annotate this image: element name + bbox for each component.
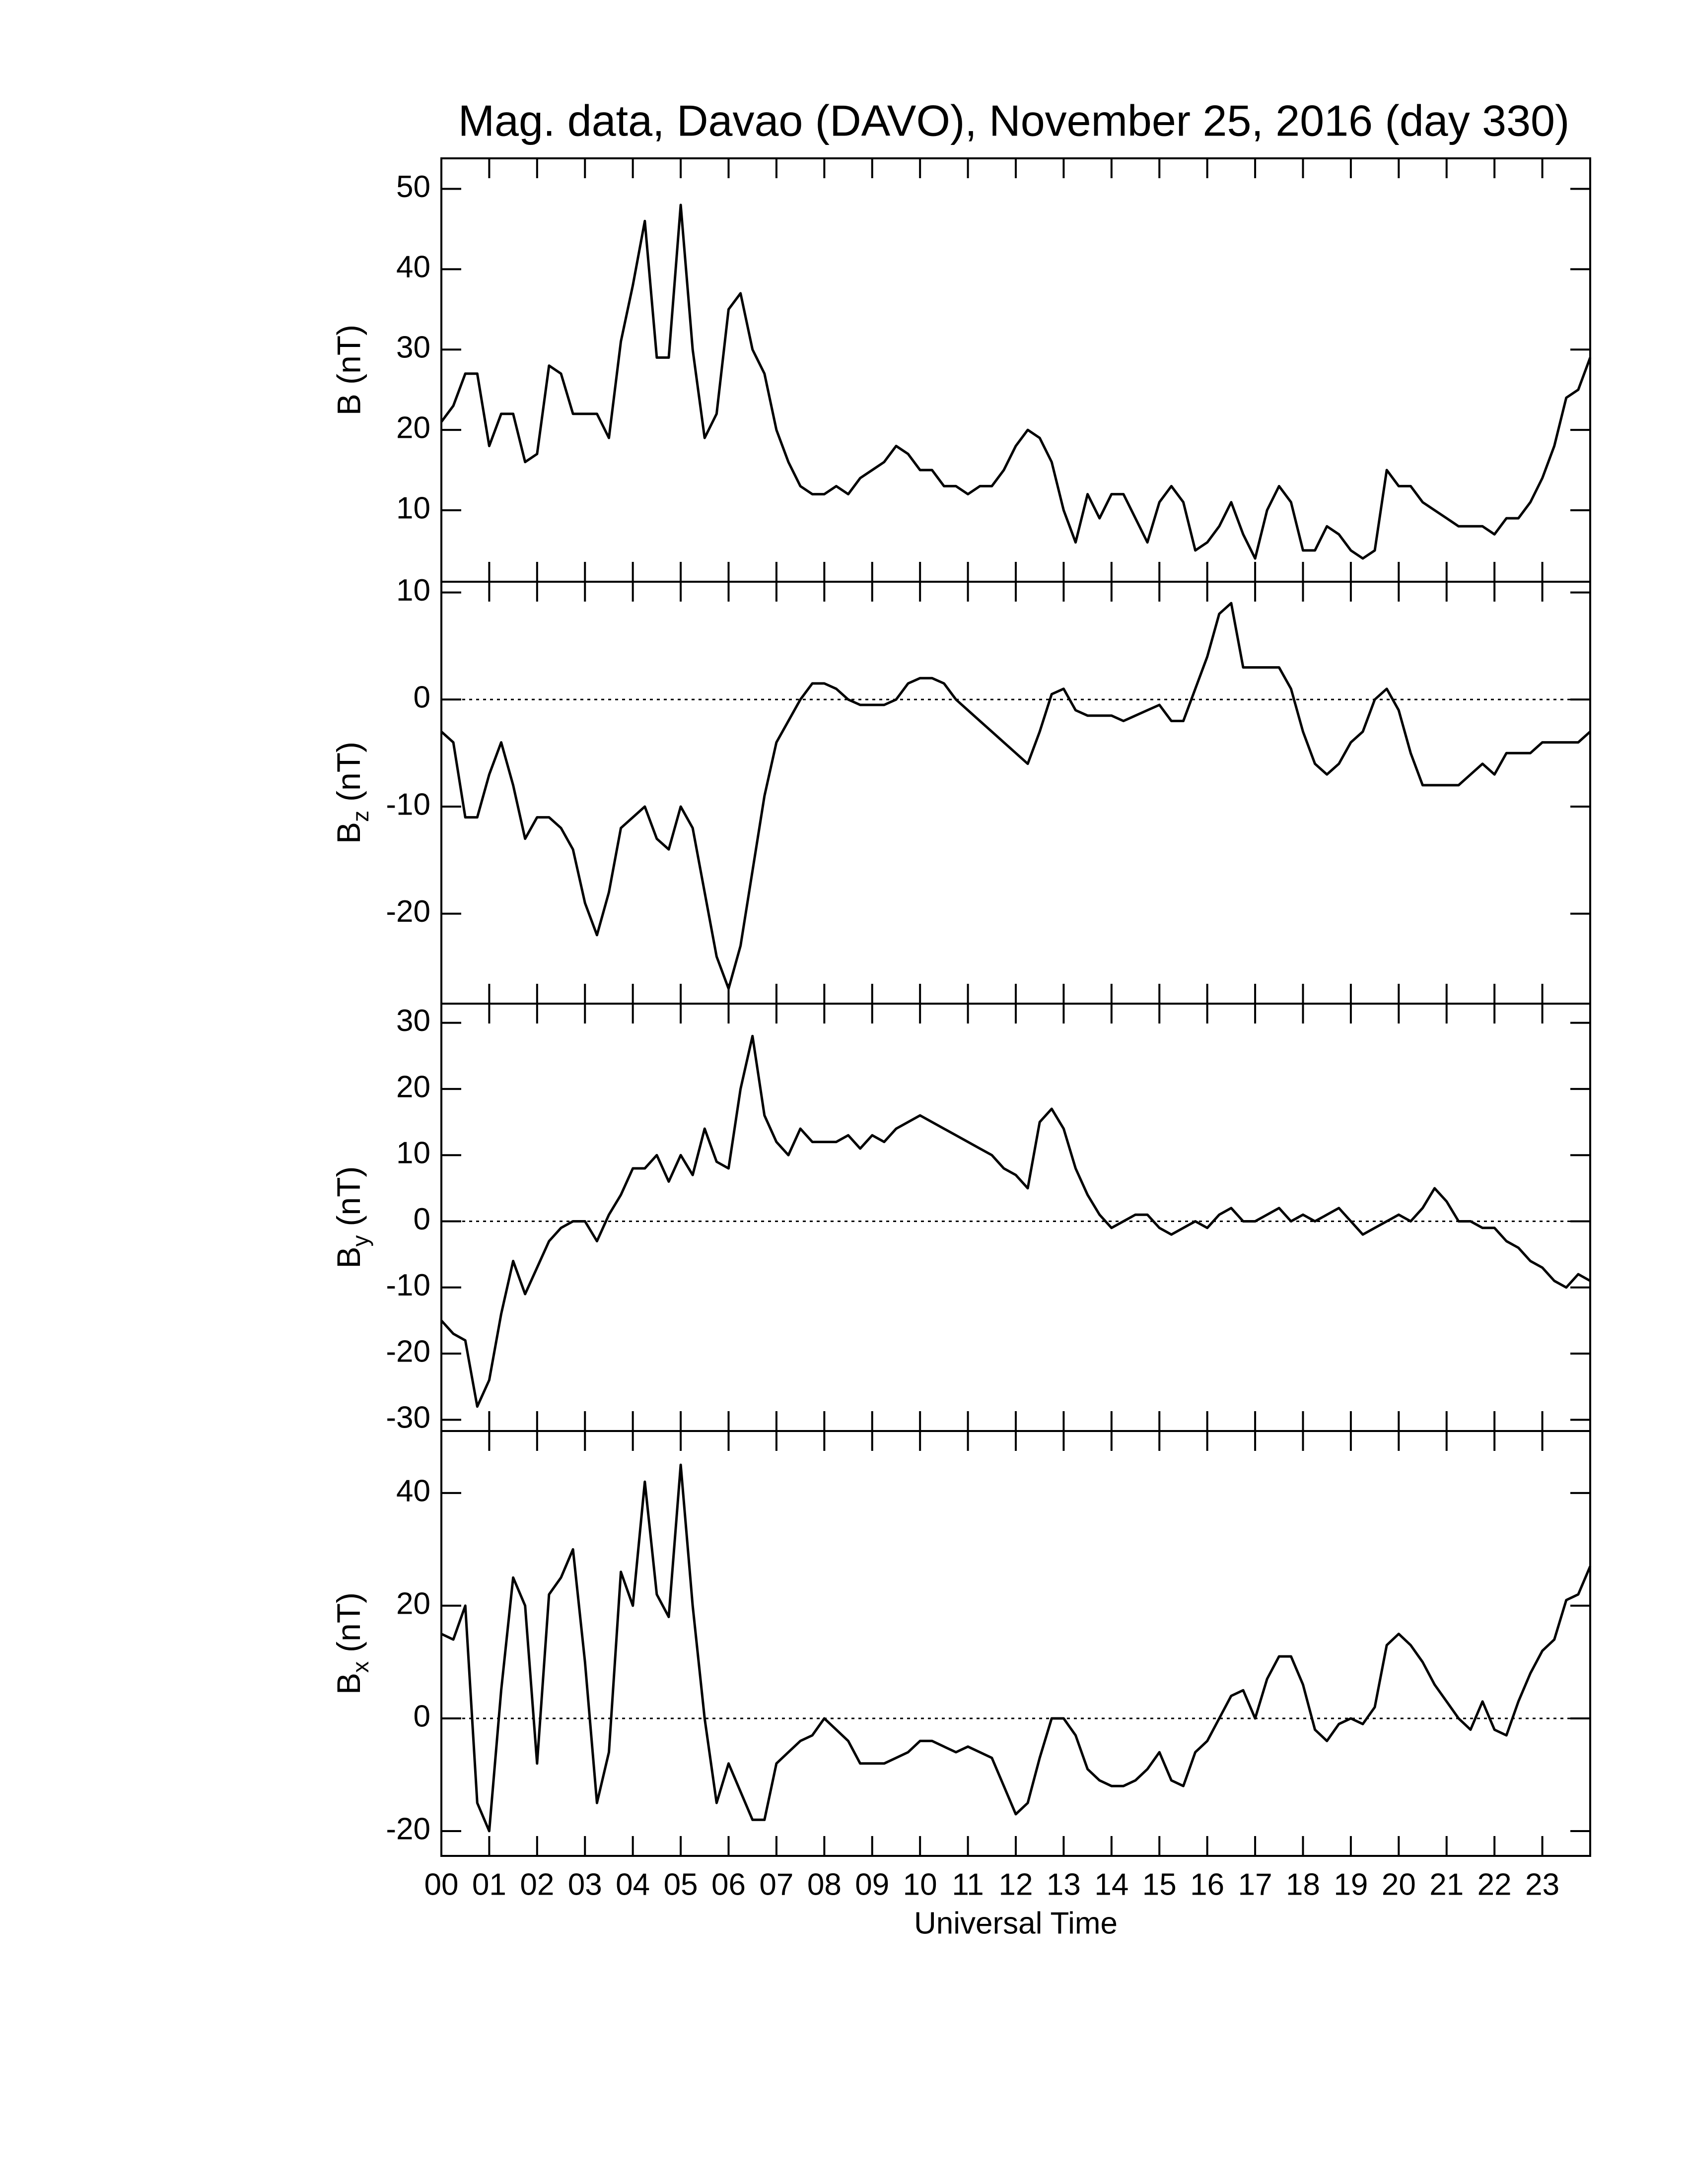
x-tick-label: 02 bbox=[520, 1867, 554, 1902]
y-tick-label: 30 bbox=[396, 1004, 430, 1038]
x-tick-label: 05 bbox=[664, 1867, 698, 1902]
y-tick-label: 20 bbox=[396, 410, 430, 445]
y-label-symbol: B bbox=[330, 822, 367, 844]
y-label-subscript: y bbox=[348, 1235, 373, 1246]
x-tick-label: 15 bbox=[1142, 1867, 1177, 1902]
panel-frame bbox=[440, 1003, 1591, 1432]
chart-title: Mag. data, Davao (DAVO), November 25, 20… bbox=[458, 96, 1570, 145]
y-tick-label: 10 bbox=[396, 491, 430, 525]
x-tick-label: 04 bbox=[616, 1867, 650, 1902]
y-label-unit: (nT) bbox=[330, 1166, 367, 1226]
panel-frame bbox=[440, 581, 1591, 1005]
y-tick-label: 30 bbox=[396, 331, 430, 365]
x-tick-label: 18 bbox=[1286, 1867, 1320, 1902]
x-tick-label: 03 bbox=[568, 1867, 602, 1902]
y-tick-label: 0 bbox=[414, 681, 430, 715]
x-tick-label: 21 bbox=[1429, 1867, 1464, 1902]
y-tick-label: -10 bbox=[386, 1268, 430, 1302]
x-tick-label: 19 bbox=[1334, 1867, 1368, 1902]
data-line bbox=[440, 204, 1592, 560]
y-tick-label: -30 bbox=[386, 1401, 430, 1435]
panel-frame bbox=[440, 1430, 1591, 1857]
x-tick-label: 08 bbox=[807, 1867, 842, 1902]
y-tick-label: -20 bbox=[386, 1334, 430, 1368]
y-tick-label: 50 bbox=[396, 170, 430, 204]
data-line bbox=[440, 602, 1591, 990]
x-tick-label: 23 bbox=[1525, 1867, 1559, 1902]
x-tick-label: 06 bbox=[711, 1867, 746, 1902]
y-tick-label: 10 bbox=[396, 1136, 430, 1170]
y-tick-label: 0 bbox=[414, 1202, 430, 1236]
y-label-symbol: B bbox=[330, 1246, 367, 1268]
x-tick-label: 07 bbox=[759, 1867, 793, 1902]
y-tick-label: 10 bbox=[396, 573, 430, 608]
y-tick-label: -20 bbox=[386, 894, 430, 929]
y-label-unit: (nT) bbox=[330, 742, 367, 802]
data-line bbox=[440, 1034, 1591, 1408]
y-label-unit: (nT) bbox=[330, 1592, 367, 1652]
x-tick-label: 01 bbox=[472, 1867, 506, 1902]
x-tick-label: 12 bbox=[999, 1867, 1033, 1902]
y-tick-label: 40 bbox=[396, 250, 430, 284]
x-tick-label: 14 bbox=[1094, 1867, 1128, 1902]
y-label-subscript: x bbox=[348, 1661, 373, 1673]
y-tick-label: 20 bbox=[396, 1070, 430, 1104]
y-axis-label: Bz (nT) bbox=[330, 742, 373, 844]
x-tick-label: 22 bbox=[1477, 1867, 1512, 1902]
x-tick-label: 17 bbox=[1238, 1867, 1272, 1902]
y-tick-label: 0 bbox=[414, 1699, 430, 1733]
x-tick-label: 20 bbox=[1382, 1867, 1416, 1902]
data-line bbox=[440, 1463, 1592, 1833]
y-axis-label: By (nT) bbox=[330, 1166, 373, 1268]
y-tick-label: -10 bbox=[386, 787, 430, 821]
y-axis-label: B (nT) bbox=[330, 325, 367, 415]
x-tick-label: 16 bbox=[1190, 1867, 1224, 1902]
panel-frame bbox=[440, 157, 1591, 583]
y-axis-label: Bx (nT) bbox=[330, 1592, 373, 1695]
y-tick-label: -20 bbox=[386, 1812, 430, 1846]
x-tick-label: 00 bbox=[424, 1867, 459, 1902]
x-tick-label: 10 bbox=[903, 1867, 937, 1902]
x-tick-label: 13 bbox=[1047, 1867, 1081, 1902]
y-tick-label: 20 bbox=[396, 1586, 430, 1621]
x-axis-label: Universal Time bbox=[914, 1906, 1118, 1940]
y-label-symbol: B bbox=[330, 1673, 367, 1695]
x-tick-label: 09 bbox=[855, 1867, 889, 1902]
y-label-subscript: z bbox=[348, 811, 373, 822]
x-tick-label: 11 bbox=[952, 1867, 984, 1902]
y-tick-label: 40 bbox=[396, 1474, 430, 1508]
